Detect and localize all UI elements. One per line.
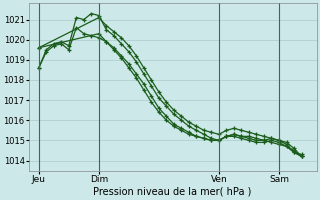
X-axis label: Pression niveau de la mer( hPa ): Pression niveau de la mer( hPa ) [93,187,252,197]
